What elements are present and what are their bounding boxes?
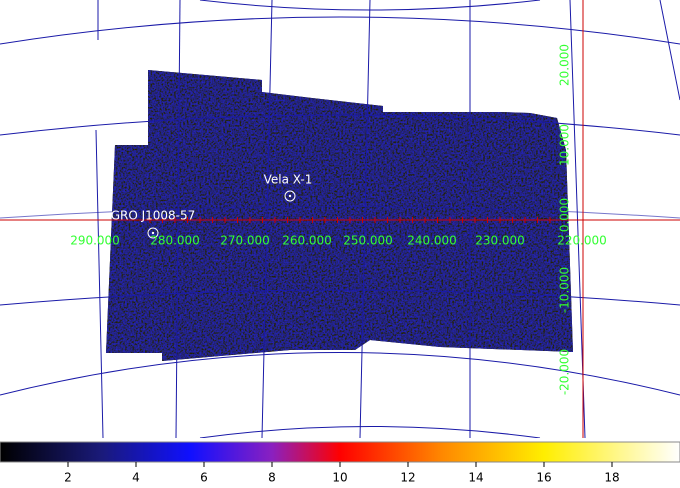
longitude-label: 220.000	[557, 234, 607, 248]
exposure-map	[106, 70, 573, 361]
longitude-label: 240.000	[407, 234, 457, 248]
longitude-label: 290.000	[70, 234, 120, 248]
colorbar-tick-label: 6	[200, 471, 208, 485]
colorbar-tick-label: 18	[604, 471, 619, 485]
longitude-label: 250.000	[343, 234, 393, 248]
longitude-label: 230.000	[475, 234, 525, 248]
colorbar-tick-label: 8	[268, 471, 276, 485]
latitude-label: 10.000	[558, 124, 572, 166]
source-label: GRO J1008-57	[111, 209, 196, 223]
source-markers	[147, 190, 296, 239]
latitude-label: -20.000	[558, 349, 572, 395]
colorbar	[0, 441, 680, 463]
longitude-label: 270.000	[220, 234, 270, 248]
source-label: Vela X-1	[264, 173, 313, 187]
colorbar-tick-label: 14	[468, 471, 483, 485]
colorbar-tick-label: 2	[64, 471, 72, 485]
colorbar-tick-label: 10	[332, 471, 347, 485]
colorbar-tick-label: 4	[132, 471, 140, 485]
latitude-label: -10.000	[558, 267, 572, 313]
colorbar-tick-label: 12	[400, 471, 415, 485]
latitude-label: 20.000	[558, 44, 572, 86]
crosshair	[0, 0, 680, 438]
longitude-label: 280.000	[150, 234, 200, 248]
colorbar-tick-label: 16	[536, 471, 551, 485]
latitude-label: 0.000	[558, 198, 572, 232]
longitude-label: 260.000	[282, 234, 332, 248]
